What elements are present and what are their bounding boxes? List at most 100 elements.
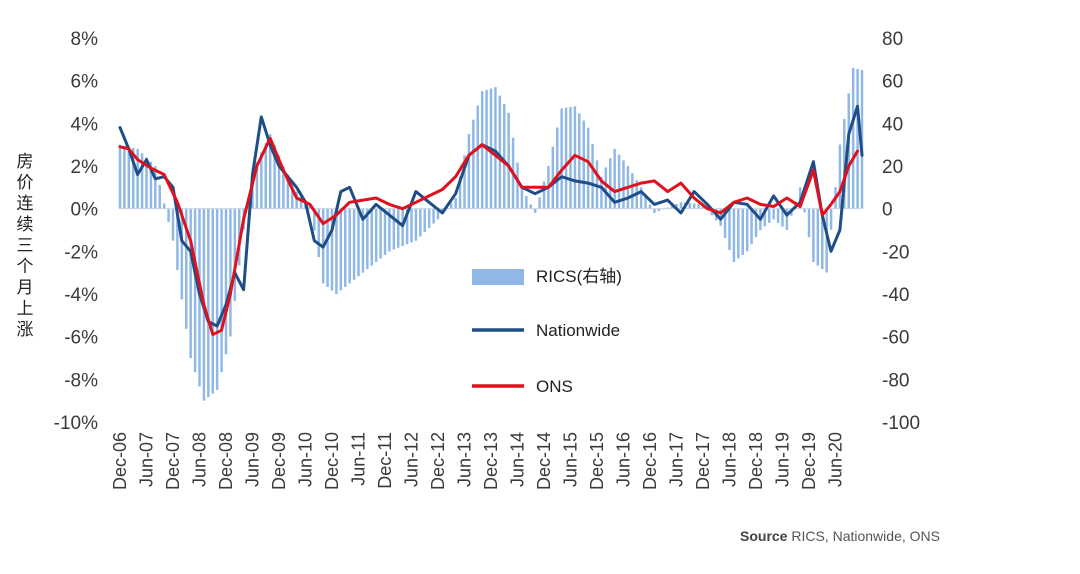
- rics-bar: [785, 208, 789, 230]
- rics-bar: [569, 106, 572, 209]
- rics-bar: [432, 208, 435, 224]
- rics-bar: [450, 203, 453, 209]
- rics-bar: [149, 161, 153, 209]
- legend-label: ONS: [536, 377, 573, 396]
- x-tick-label: Dec-08: [216, 432, 236, 490]
- right-tick-label: 60: [882, 72, 903, 93]
- rics-bar: [821, 208, 824, 270]
- left-axis-ticks: 8% 6% 4% 2% 0% -2% -4% -6% -8% -10%: [54, 29, 98, 434]
- rics-bar: [260, 152, 263, 209]
- rics-bar: [374, 208, 378, 262]
- legend-swatch-bar: [472, 269, 524, 285]
- rics-bar: [317, 208, 320, 258]
- rics-bar: [754, 208, 758, 238]
- rics-bar: [264, 143, 267, 209]
- rics-bar: [591, 144, 594, 209]
- source-note: Source RICS, Nationwide, ONS: [740, 528, 940, 544]
- rics-bar: [480, 91, 484, 209]
- rics-bar: [229, 208, 232, 337]
- right-tick-label: -80: [882, 370, 909, 391]
- x-tick-label: Jun-12: [402, 432, 422, 487]
- line-series: [118, 104, 864, 336]
- rics-bar: [127, 146, 131, 209]
- left-tick-label: 2%: [71, 157, 99, 178]
- x-tick-label: Jun-10: [296, 432, 316, 487]
- rics-bar: [710, 208, 714, 216]
- rics-bar: [326, 208, 329, 287]
- rics-bar: [803, 208, 806, 213]
- rics-bar: [361, 208, 365, 273]
- rics-bar: [847, 93, 850, 209]
- rics-bar: [675, 204, 678, 209]
- rics-bar: [825, 208, 828, 273]
- x-tick-label: Dec-09: [269, 432, 289, 490]
- rics-bar: [423, 208, 426, 233]
- rics-bar: [520, 187, 524, 209]
- rics-bar: [728, 208, 731, 250]
- rics-bar: [648, 204, 652, 209]
- rics-bar: [472, 119, 475, 209]
- rics-bar: [299, 195, 303, 209]
- right-tick-label: -100: [882, 413, 920, 434]
- legend-label: Nationwide: [536, 321, 620, 340]
- x-tick-label: Dec-06: [110, 432, 130, 490]
- rics-bar: [781, 208, 784, 227]
- rics-bar: [653, 208, 656, 213]
- x-tick-label: Jun-11: [349, 432, 369, 486]
- legend: RICS(右轴) Nationwide ONS: [472, 267, 622, 396]
- rics-bar: [498, 95, 502, 209]
- rics-bar: [507, 112, 510, 209]
- left-tick-label: -2%: [64, 242, 98, 263]
- rics-bar: [383, 208, 387, 255]
- y-axis-label: 房价连续三个月上涨: [16, 152, 34, 340]
- x-tick-label: Jun-09: [243, 432, 263, 487]
- right-tick-label: -40: [882, 285, 909, 306]
- left-tick-label: -4%: [64, 285, 98, 306]
- rics-bar: [856, 68, 859, 209]
- rics-bar: [723, 208, 727, 238]
- x-tick-label: Dec-16: [640, 432, 660, 490]
- rics-bar: [268, 134, 272, 209]
- right-tick-label: -60: [882, 328, 909, 349]
- left-tick-label: 0%: [71, 200, 99, 221]
- rics-bar: [503, 104, 506, 209]
- rics-bar: [467, 133, 471, 209]
- rics-bar: [604, 167, 608, 209]
- rics-bar: [246, 207, 250, 209]
- rics-bar: [348, 208, 351, 284]
- rics-bar: [171, 208, 175, 241]
- rics-bar: [215, 208, 219, 390]
- rics-bar: [613, 148, 616, 209]
- rics-bar: [564, 107, 568, 209]
- rics-bar: [370, 208, 373, 266]
- rics-bar: [529, 204, 532, 209]
- rics-bar: [330, 208, 334, 291]
- x-tick-label: Dec-14: [534, 432, 554, 490]
- x-tick-label: Dec-18: [746, 432, 766, 490]
- rics-bar: [392, 208, 396, 250]
- rics-bar: [692, 203, 696, 209]
- rics-bar: [220, 208, 223, 373]
- x-tick-label: Dec-17: [693, 432, 713, 490]
- rics-bar: [586, 127, 590, 209]
- x-tick-label: Jun-15: [561, 432, 581, 487]
- rics-bar: [313, 208, 316, 231]
- x-tick-label: Dec-11: [375, 432, 395, 489]
- rics-bar: [454, 197, 457, 209]
- rics-bar: [344, 208, 347, 287]
- x-tick-label: Dec-10: [322, 432, 342, 490]
- legend-label: RICS(右轴): [536, 267, 622, 286]
- rics-bar: [768, 208, 771, 223]
- rics-bar: [414, 208, 418, 241]
- rics-bar: [551, 146, 555, 209]
- rics-bar: [617, 154, 621, 209]
- rics-bar: [189, 208, 192, 359]
- rics-bar: [538, 197, 541, 209]
- rics-bar: [158, 184, 161, 209]
- rics-bar: [843, 118, 846, 209]
- rics-bar: [162, 203, 166, 209]
- right-axis-ticks: 80 60 40 20 0 -20 -40 -60 -80 -100: [882, 29, 920, 434]
- rics-bar: [224, 208, 228, 355]
- x-tick-label: Dec-12: [428, 432, 448, 490]
